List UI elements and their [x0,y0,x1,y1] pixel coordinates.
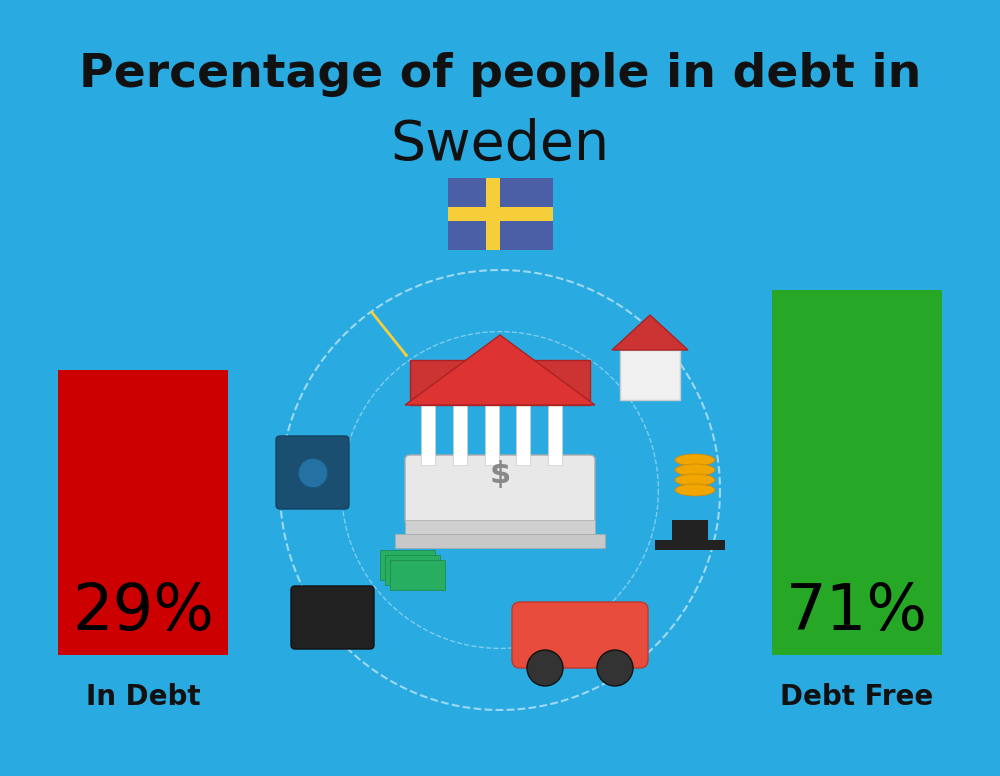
Bar [516,405,530,465]
Text: Percentage of people in debt in: Percentage of people in debt in [79,52,921,97]
Circle shape [597,650,633,686]
Text: 29%: 29% [72,581,214,643]
FancyBboxPatch shape [405,455,595,525]
Bar [448,178,552,250]
Bar [453,405,467,465]
Bar [405,520,595,534]
Polygon shape [612,315,688,350]
Circle shape [298,458,328,488]
Bar [380,550,435,580]
Ellipse shape [675,454,715,466]
Polygon shape [620,350,680,400]
Bar [672,520,708,542]
FancyArrowPatch shape [372,312,406,355]
FancyBboxPatch shape [512,602,648,668]
Bar [385,555,440,585]
Bar [58,370,228,655]
Polygon shape [410,360,590,405]
Bar [390,560,445,590]
Bar [484,405,498,465]
Text: 71%: 71% [786,581,928,643]
Bar [486,178,500,250]
Bar [421,405,435,465]
Polygon shape [405,335,595,405]
Text: Debt Free: Debt Free [780,683,934,711]
Bar [772,290,942,655]
Ellipse shape [675,464,715,476]
Circle shape [527,650,563,686]
Bar [395,534,605,548]
FancyBboxPatch shape [276,436,349,509]
Bar [548,405,562,465]
Ellipse shape [675,474,715,486]
Text: $: $ [489,460,511,490]
FancyBboxPatch shape [291,586,374,649]
Text: In Debt: In Debt [86,683,200,711]
Bar [655,540,725,550]
Ellipse shape [675,484,715,496]
Bar [448,207,552,221]
Text: Sweden: Sweden [390,118,610,172]
